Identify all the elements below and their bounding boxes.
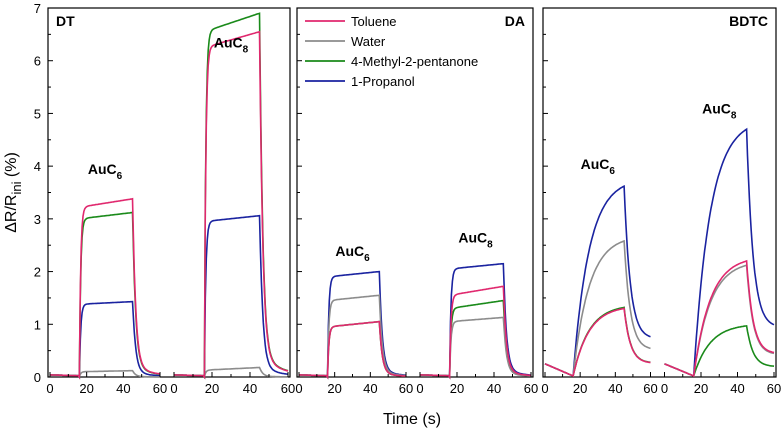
x-tick-label: 20 (450, 381, 464, 396)
y-tick-label: 7 (34, 1, 41, 16)
x-tick-label: 0 (661, 381, 668, 396)
x-tick-label: 0 (170, 381, 177, 396)
x-tick-label: 60 (767, 381, 781, 396)
series-line-4-methyl-2-pentanone-da-2 (420, 299, 532, 380)
series-line-toluene-dt-1 (50, 197, 161, 380)
panel-label-dt: DT (56, 13, 75, 29)
panel-frame-dt (47, 7, 291, 378)
legend-label-water: Water (351, 34, 386, 49)
y-tick-label: 0 (34, 370, 41, 385)
x-tick-label: 60 (524, 381, 538, 396)
series-line-4-methyl-2-pentanone-da-1 (299, 320, 406, 380)
x-tick-label: 60 (643, 381, 657, 396)
series-line-4-methyl-2-pentanone-dt-2 (174, 12, 289, 380)
y-tick-label: 1 (34, 317, 41, 332)
legend-label-4-methyl-2-pentanone: 4-Methyl-2-pentanone (351, 54, 478, 69)
series-line-4-methyl-2-pentanone-bdtc-1 (544, 306, 651, 377)
y-tick-label: 3 (34, 212, 41, 227)
x-tick-label: 40 (608, 381, 622, 396)
series-line-1-propanol-bdtc-1 (544, 184, 651, 378)
x-tick-label: 60 (281, 381, 295, 396)
y-tick-label: 5 (34, 106, 41, 121)
x-tick-label: 20 (327, 381, 341, 396)
annotation-da-2: AuC8 (458, 230, 493, 251)
annotation-dt-1: AuC6 (88, 161, 123, 182)
y-tick-label: 2 (34, 265, 41, 280)
legend-label-toluene: Toluene (351, 14, 397, 29)
annotation-bdtc-2: AuC8 (702, 100, 737, 121)
x-tick-label: 60 (399, 381, 413, 396)
panel-label-da: DA (505, 13, 525, 29)
series-line-water-da-1 (299, 294, 407, 380)
x-axis-title: Time (s) (383, 411, 441, 428)
series-line-toluene-da-2 (420, 285, 531, 380)
y-tick-label: 6 (34, 54, 41, 69)
x-tick-label: 60 (153, 381, 167, 396)
y-axis-title: ΔR/Rini (%) (3, 152, 24, 233)
x-tick-label: 0 (295, 381, 302, 396)
x-tick-label: 20 (79, 381, 93, 396)
series-line-4-methyl-2-pentanone-dt-1 (50, 211, 161, 380)
series-line-toluene-da-1 (299, 320, 406, 380)
x-tick-label: 40 (116, 381, 130, 396)
x-tick-label: 40 (730, 381, 744, 396)
annotation-dt-2: AuC8 (214, 35, 249, 56)
x-tick-label: 40 (243, 381, 257, 396)
series-line-toluene-bdtc-1 (544, 307, 651, 377)
x-tick-label: 0 (541, 381, 548, 396)
y-tick-label: 4 (34, 159, 41, 174)
x-tick-label: 20 (205, 381, 219, 396)
x-tick-label: 0 (46, 381, 53, 396)
annotation-bdtc-1: AuC6 (581, 156, 616, 177)
x-tick-label: 40 (487, 381, 501, 396)
series-line-water-da-2 (420, 316, 532, 380)
x-tick-label: 40 (363, 381, 377, 396)
series-line-toluene-dt-2 (174, 30, 289, 380)
series-line-4-methyl-2-pentanone-bdtc-2 (664, 325, 775, 377)
panel-label-bdtc: BDTC (729, 13, 768, 29)
legend-label-1-propanol: 1-Propanol (351, 74, 415, 89)
x-tick-label: 20 (573, 381, 587, 396)
x-tick-label: 0 (416, 381, 423, 396)
series-line-toluene-bdtc-2 (664, 259, 775, 377)
annotation-da-1: AuC6 (335, 243, 370, 264)
x-tick-label: 20 (694, 381, 708, 396)
